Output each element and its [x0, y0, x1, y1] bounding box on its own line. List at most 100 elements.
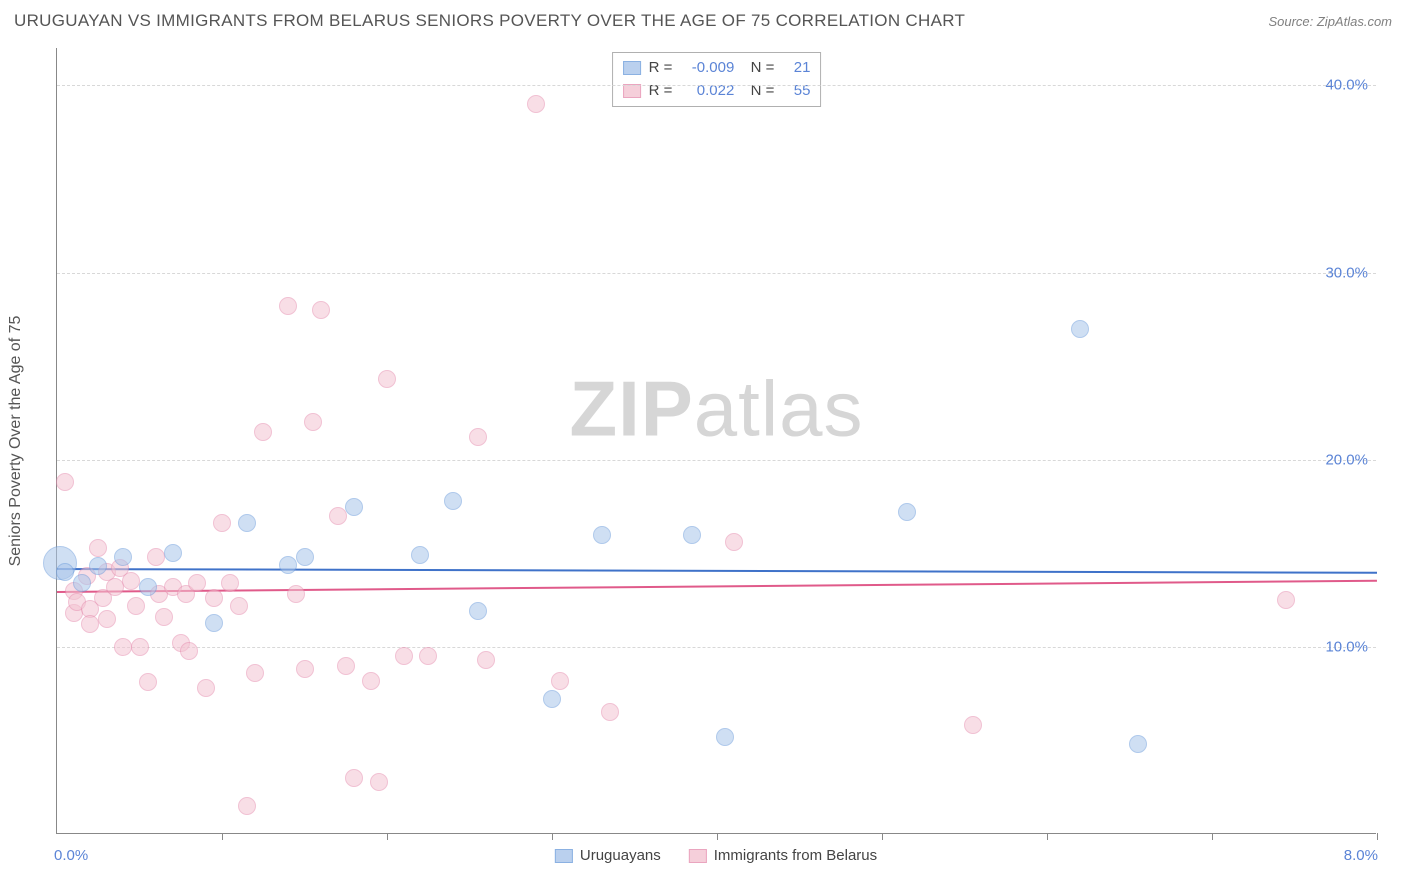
- data-point: [419, 647, 437, 665]
- legend-n-value: 21: [782, 57, 810, 80]
- legend-r-value: 0.022: [680, 80, 734, 103]
- data-point: [964, 716, 982, 734]
- series-legend-item: Uruguayans: [555, 847, 661, 864]
- data-point: [180, 642, 198, 660]
- data-point: [411, 546, 429, 564]
- chart-title: URUGUAYAN VS IMMIGRANTS FROM BELARUS SEN…: [14, 11, 965, 31]
- data-point: [131, 638, 149, 656]
- data-point: [205, 589, 223, 607]
- legend-r-value: -0.009: [680, 57, 734, 80]
- data-point: [683, 526, 701, 544]
- data-point: [362, 672, 380, 690]
- x-tick: [1047, 833, 1048, 840]
- gridline-h: [57, 273, 1376, 274]
- data-point: [279, 297, 297, 315]
- data-point: [89, 539, 107, 557]
- series-legend-item: Immigrants from Belarus: [689, 847, 877, 864]
- legend-n-label: N =: [742, 57, 774, 80]
- data-point: [345, 769, 363, 787]
- data-point: [593, 526, 611, 544]
- correlation-legend: R = -0.009 N = 21 R = 0.022 N = 55: [612, 52, 822, 107]
- data-point: [188, 574, 206, 592]
- data-point: [551, 672, 569, 690]
- data-point: [114, 548, 132, 566]
- data-point: [147, 548, 165, 566]
- data-point: [114, 638, 132, 656]
- y-tick-label: 20.0%: [1325, 451, 1368, 468]
- data-point: [1277, 591, 1295, 609]
- watermark-rest: atlas: [694, 365, 864, 453]
- data-point: [197, 679, 215, 697]
- data-point: [527, 95, 545, 113]
- data-point: [81, 615, 99, 633]
- watermark: ZIPatlas: [569, 364, 863, 455]
- data-point: [56, 563, 74, 581]
- data-point: [246, 664, 264, 682]
- data-point: [98, 610, 116, 628]
- legend-row: R = -0.009 N = 21: [623, 57, 811, 80]
- data-point: [395, 647, 413, 665]
- data-point: [345, 498, 363, 516]
- chart-header: URUGUAYAN VS IMMIGRANTS FROM BELARUS SEN…: [0, 0, 1406, 42]
- data-point: [164, 544, 182, 562]
- x-tick: [222, 833, 223, 840]
- x-axis-max-label: 8.0%: [1344, 847, 1378, 864]
- data-point: [444, 492, 462, 510]
- legend-n-value: 55: [782, 80, 810, 103]
- legend-r-label: R =: [649, 57, 673, 80]
- data-point: [329, 507, 347, 525]
- data-point: [601, 703, 619, 721]
- data-point: [378, 370, 396, 388]
- trend-line: [57, 568, 1377, 574]
- data-point: [238, 514, 256, 532]
- x-tick: [387, 833, 388, 840]
- x-axis-min-label: 0.0%: [54, 847, 88, 864]
- data-point: [370, 773, 388, 791]
- data-point: [230, 597, 248, 615]
- data-point: [213, 514, 231, 532]
- data-point: [287, 585, 305, 603]
- data-point: [238, 797, 256, 815]
- data-point: [56, 473, 74, 491]
- data-point: [543, 690, 561, 708]
- legend-r-label: R =: [649, 80, 673, 103]
- chart-source: Source: ZipAtlas.com: [1268, 14, 1392, 29]
- legend-swatch: [555, 849, 573, 863]
- data-point: [469, 602, 487, 620]
- data-point: [89, 557, 107, 575]
- data-point: [898, 503, 916, 521]
- data-point: [127, 597, 145, 615]
- legend-n-label: N =: [742, 80, 774, 103]
- y-tick-label: 40.0%: [1325, 77, 1368, 94]
- data-point: [1071, 320, 1089, 338]
- trend-line: [57, 579, 1377, 592]
- data-point: [73, 574, 91, 592]
- x-tick: [1377, 833, 1378, 840]
- data-point: [139, 673, 157, 691]
- series-legend-label: Uruguayans: [580, 847, 661, 864]
- data-point: [312, 301, 330, 319]
- data-point: [106, 578, 124, 596]
- x-tick: [717, 833, 718, 840]
- data-point: [477, 651, 495, 669]
- data-point: [1129, 735, 1147, 753]
- data-point: [221, 574, 239, 592]
- data-point: [716, 728, 734, 746]
- data-point: [155, 608, 173, 626]
- legend-swatch: [623, 61, 641, 75]
- gridline-h: [57, 647, 1376, 648]
- y-tick-label: 10.0%: [1325, 638, 1368, 655]
- x-tick: [882, 833, 883, 840]
- legend-row: R = 0.022 N = 55: [623, 80, 811, 103]
- data-point: [304, 413, 322, 431]
- plot-area: ZIPatlas R = -0.009 N = 21 R = 0.022 N = 55 1…: [56, 48, 1376, 834]
- data-point: [205, 614, 223, 632]
- data-point: [725, 533, 743, 551]
- watermark-bold: ZIP: [569, 365, 693, 453]
- y-tick-label: 30.0%: [1325, 264, 1368, 281]
- data-point: [122, 572, 140, 590]
- data-point: [296, 548, 314, 566]
- x-tick: [552, 833, 553, 840]
- gridline-h: [57, 85, 1376, 86]
- x-tick: [1212, 833, 1213, 840]
